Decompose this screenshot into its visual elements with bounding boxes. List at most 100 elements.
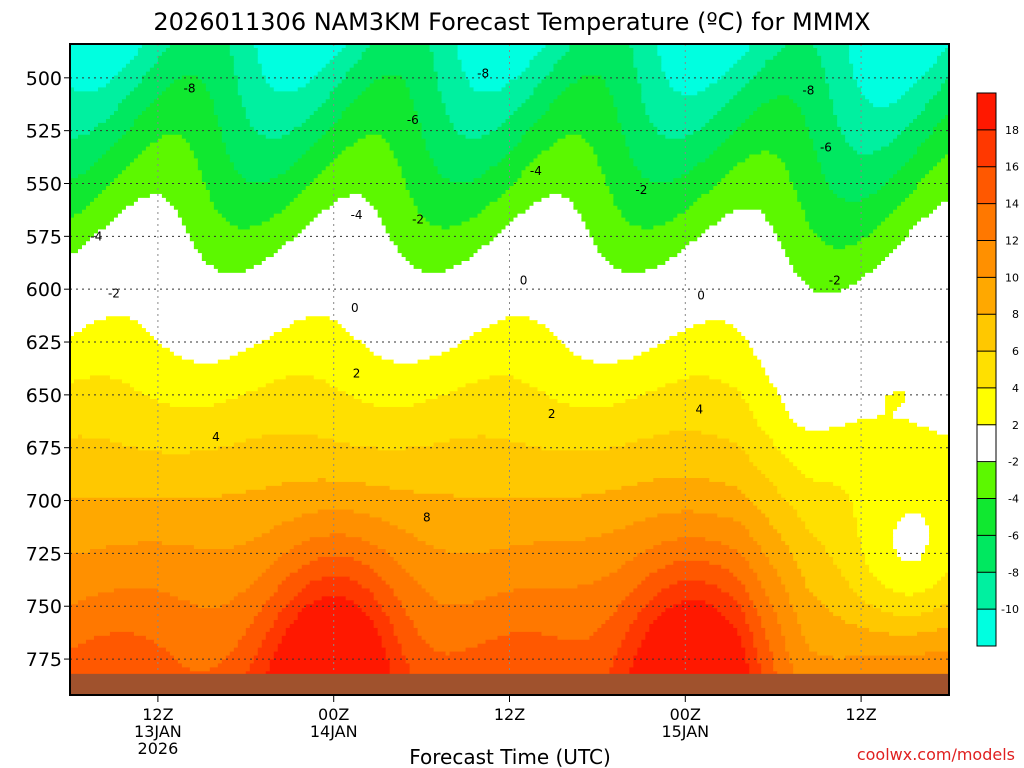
field-cell [665,134,686,140]
field-cell [705,229,774,234]
field-cell [525,209,579,215]
field-cell [521,138,559,144]
field-cell [589,142,626,148]
field-cell [581,493,746,499]
chart-title: 2026011306 NAM3KM Forecast Temperature (… [153,8,870,36]
field-cell [753,501,790,507]
field-cell [413,403,571,408]
field-cell [337,197,367,203]
field-cell [609,261,666,266]
field-cell [353,509,682,515]
field-cell [449,651,618,657]
field-cell [389,667,411,672]
field-cell [125,205,175,211]
field-cell [321,67,351,73]
field-cell [673,604,714,609]
field-cell [501,229,591,234]
field-cell [745,659,758,665]
field-cell [929,426,949,432]
field-cell [893,174,926,179]
field-cell [933,166,949,171]
field-cell [905,391,949,396]
field-cell [109,146,147,152]
field-cell [781,493,850,499]
field-cell [749,47,782,53]
field-cell [573,201,614,207]
field-cell [273,651,387,657]
field-cell [645,549,738,554]
field-cell [817,47,850,53]
field-cell [257,47,343,53]
field-cell [541,79,579,85]
field-cell [433,67,463,73]
field-cell [77,249,199,254]
field-cell [293,620,375,625]
field-cell [121,67,151,73]
field-cell [569,47,634,53]
field-cell [585,221,630,227]
field-cell [385,655,407,661]
field-cell [133,122,219,128]
field-cell [297,87,335,92]
field-cell [629,146,718,152]
field-cell [821,541,862,546]
field-cell [205,87,239,92]
field-cell [717,513,766,519]
field-cell [261,261,411,266]
field-cell [905,126,934,132]
field-cell [477,249,598,254]
field-cell [569,347,650,353]
field-cell [941,201,949,207]
field-cell [70,383,131,388]
field-cell [97,592,171,597]
field-cell [581,134,626,140]
field-cell [70,308,949,313]
field-cell [70,296,949,302]
field-cell [149,142,191,148]
field-cell [777,154,818,160]
isotherm-label: -2 [412,212,424,226]
field-cell [717,584,746,590]
field-cell [749,339,949,345]
field-cell [937,122,949,128]
field-cell [277,643,383,649]
field-cell [869,193,910,199]
field-cell [377,631,395,637]
field-cell [749,154,778,160]
field-cell [849,584,886,590]
field-cell [925,549,949,554]
field-cell [461,59,531,65]
field-cell [81,434,263,440]
field-cell [93,126,131,132]
field-cell [781,627,802,633]
field-cell [753,347,949,353]
field-cell [605,257,670,262]
field-cell [541,150,594,156]
field-cell [205,83,239,88]
field-cell [93,233,191,238]
field-cell [325,99,355,104]
gridlines [70,44,949,695]
colorbar-label: 2 [1012,419,1019,432]
field-cell [161,91,211,96]
field-cell [229,221,263,227]
field-cell [769,596,790,601]
field-cell [149,193,163,199]
field-cell [70,509,319,515]
field-cell [529,316,949,321]
field-cell [857,517,902,522]
field-cell [133,631,247,637]
field-cell [549,103,614,108]
field-cell [605,79,638,85]
field-cell [857,150,874,156]
field-cell [905,399,949,404]
field-cell [613,193,702,199]
field-cell [497,635,559,641]
field-cell [377,600,403,605]
isotherm-label: -2 [635,183,647,197]
field-cell [70,623,251,629]
field-cell [909,87,942,92]
colorbar-label: -4 [1008,493,1019,506]
field-cell [70,186,107,191]
field-cell [401,170,439,175]
